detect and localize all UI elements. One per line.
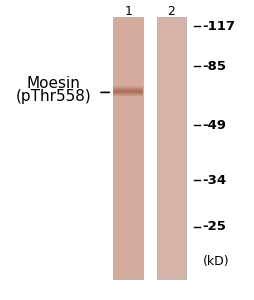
- Bar: [113, 91, 142, 92]
- Bar: [113, 95, 142, 96]
- Text: -85: -85: [202, 59, 226, 73]
- Bar: [113, 92, 142, 93]
- Bar: [156, 16, 185, 279]
- Text: (kD): (kD): [202, 254, 228, 268]
- Bar: [113, 95, 142, 96]
- Bar: [113, 89, 142, 90]
- Bar: [113, 87, 142, 88]
- Bar: [113, 89, 142, 90]
- Text: -117: -117: [202, 20, 235, 33]
- Text: -34: -34: [202, 173, 226, 187]
- Bar: [113, 94, 142, 95]
- Text: 1: 1: [124, 5, 132, 18]
- Text: 2: 2: [167, 5, 175, 18]
- Bar: [113, 93, 142, 94]
- Bar: [113, 90, 142, 91]
- Text: Moesin: Moesin: [26, 76, 80, 91]
- Text: -25: -25: [202, 220, 226, 233]
- Text: (pThr558): (pThr558): [15, 89, 91, 104]
- Bar: [113, 90, 142, 91]
- Text: -49: -49: [202, 119, 226, 132]
- Bar: [113, 88, 142, 89]
- Bar: [113, 93, 142, 94]
- Bar: [113, 92, 142, 93]
- Bar: [113, 16, 142, 279]
- Bar: [113, 94, 142, 95]
- Bar: [113, 86, 142, 87]
- Bar: [113, 87, 142, 88]
- Bar: [113, 88, 142, 89]
